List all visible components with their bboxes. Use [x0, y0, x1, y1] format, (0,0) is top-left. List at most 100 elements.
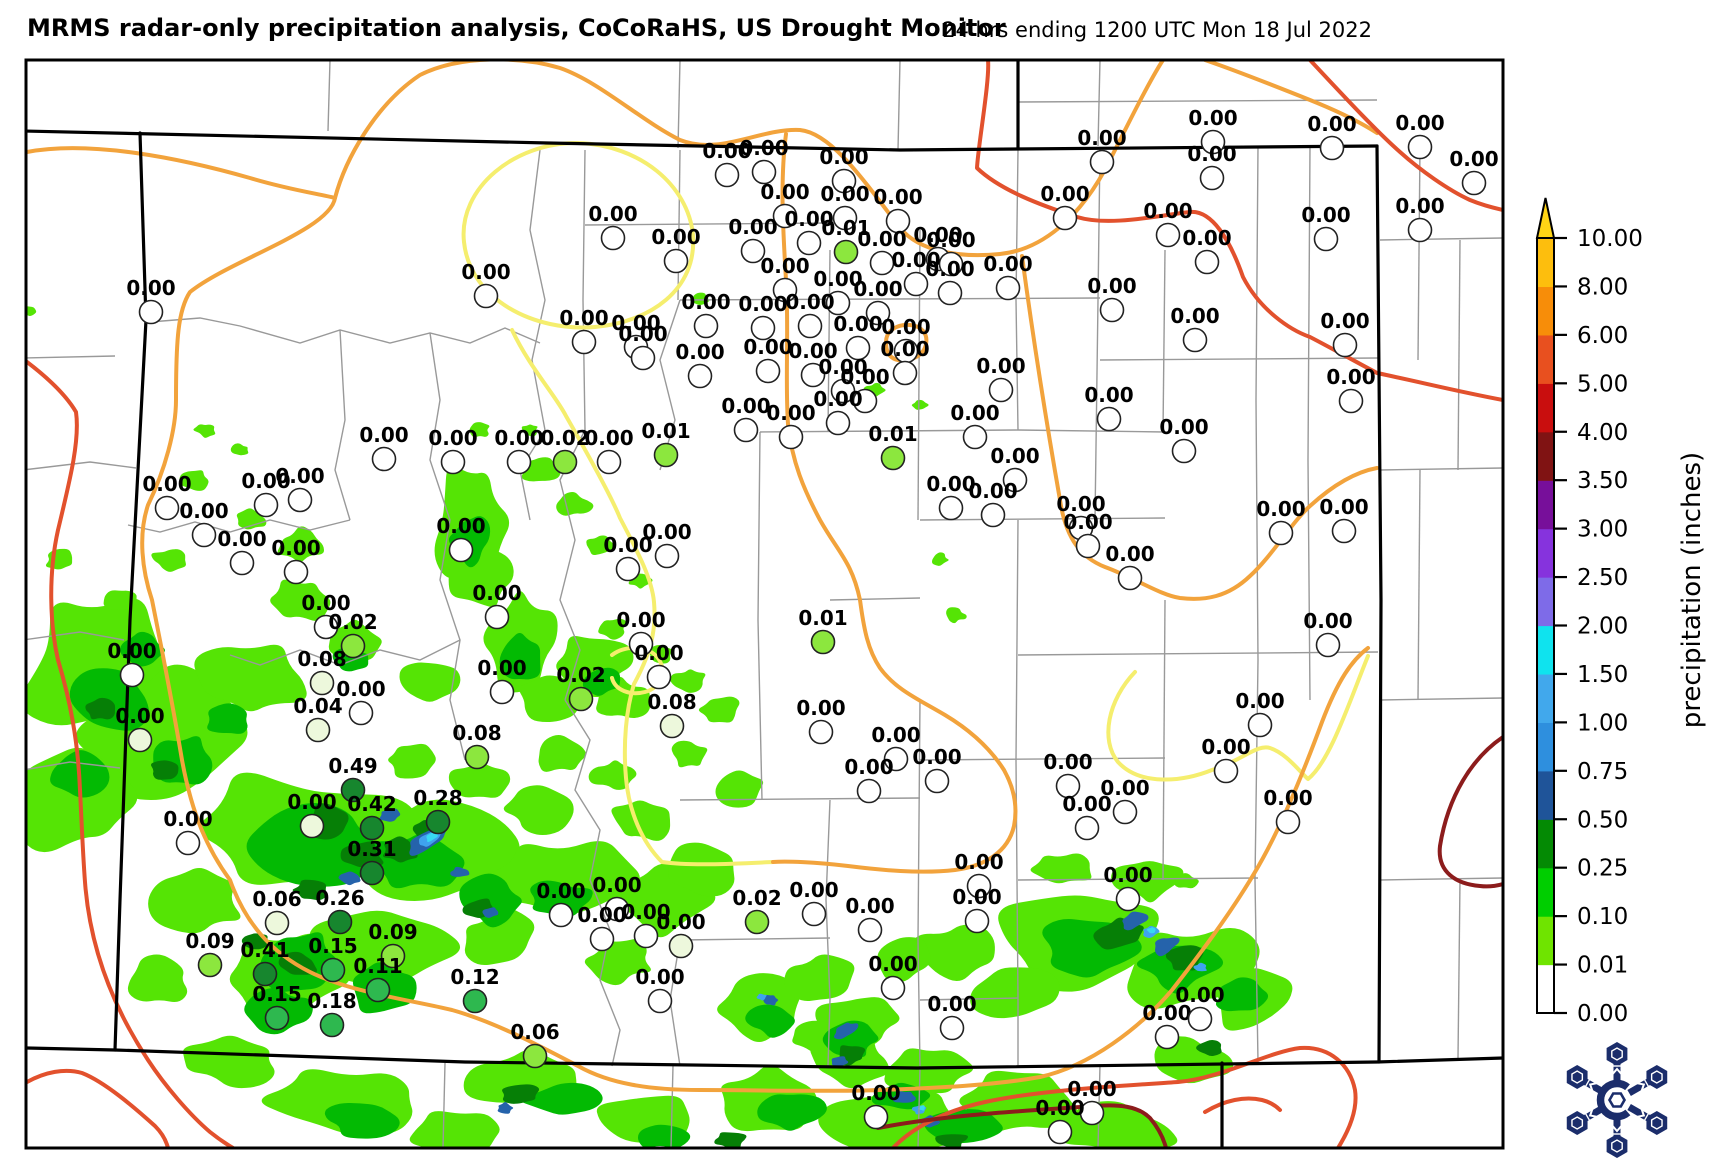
station-value-label: 0.12: [450, 965, 499, 989]
station-value-label: 0.00: [616, 608, 665, 632]
station-value-label: 0.18: [307, 989, 356, 1013]
station-value-label: 0.00: [880, 337, 929, 361]
station-marker: [670, 935, 693, 958]
colorbar-segment: [1537, 432, 1554, 481]
station-value-label: 0.00: [477, 656, 526, 680]
station-marker: [1315, 228, 1338, 251]
station-marker: [450, 539, 473, 562]
colorbar-tick-label: 8.00: [1577, 274, 1628, 300]
station-marker: [524, 1045, 547, 1068]
station-value-label: 0.00: [494, 426, 543, 450]
colorbar-segment: [1537, 722, 1554, 771]
station-marker: [193, 524, 216, 547]
colorbar-tick-label: 4.00: [1577, 420, 1628, 446]
station-value-label: 0.00: [1084, 383, 1133, 407]
station-marker: [1184, 329, 1207, 352]
colorbar-segment: [1537, 286, 1554, 335]
station-marker: [427, 811, 450, 834]
station-marker: [1409, 219, 1432, 242]
station-marker: [301, 815, 324, 838]
station-value-label: 0.06: [252, 887, 301, 911]
station-value-label: 0.00: [952, 885, 1001, 909]
station-value-label: 0.00: [1105, 542, 1154, 566]
station-marker: [865, 1106, 888, 1129]
station-value-label: 0.02: [328, 610, 377, 634]
station-marker: [656, 545, 679, 568]
page-title: MRMS radar-only precipitation analysis, …: [27, 14, 1006, 42]
station-value-label: 0.00: [912, 745, 961, 769]
station-marker: [129, 729, 152, 752]
station-marker: [321, 1014, 344, 1037]
station-marker: [905, 273, 928, 296]
station-marker: [632, 347, 655, 370]
station-value-label: 0.00: [107, 639, 156, 663]
station-value-label: 0.00: [1043, 750, 1092, 774]
station-value-label: 0.00: [868, 952, 917, 976]
station-value-label: 0.15: [252, 982, 301, 1006]
station-value-label: 0.00: [142, 472, 191, 496]
station-value-label: 0.42: [347, 792, 396, 816]
station-value-label: 0.00: [844, 755, 893, 779]
station-value-label: 0.00: [760, 254, 809, 278]
station-marker: [1409, 136, 1432, 159]
station-marker: [570, 688, 593, 711]
station-value-label: 0.00: [536, 879, 585, 903]
station-marker: [464, 990, 487, 1013]
colorbar-tick-label: 3.00: [1577, 517, 1628, 543]
map-figure: 0.00 0.00 0.00 0.00 0.00 0.00 0.00 0.00 0.00 0.00…: [0, 0, 1719, 1174]
station-marker: [1215, 760, 1238, 783]
station-value-label: 0.01: [798, 606, 847, 630]
station-marker: [466, 746, 489, 769]
station-marker: [940, 497, 963, 520]
station-value-label: 0.04: [293, 694, 342, 718]
station-value-label: 0.00: [739, 136, 788, 160]
weather-map-page: MRMS radar-only precipitation analysis, …: [0, 0, 1719, 1174]
station-marker: [266, 1007, 289, 1030]
station-value-label: 0.00: [1062, 792, 1111, 816]
station-value-label: 0.00: [840, 365, 889, 389]
station-value-label: 0.00: [634, 641, 683, 665]
station-value-label: 0.00: [1170, 304, 1219, 328]
station-value-label: 0.00: [976, 354, 1025, 378]
colorbar-tick-label: 2.00: [1577, 614, 1628, 640]
station-marker: [367, 979, 390, 1002]
station-marker: [1321, 137, 1344, 160]
station-marker: [1157, 224, 1180, 247]
station-marker: [591, 928, 614, 951]
station-value-label: 0.31: [347, 837, 396, 861]
station-marker: [1249, 714, 1272, 737]
colorbar-segment: [1537, 771, 1554, 820]
station-marker: [554, 451, 577, 474]
station-value-label: 0.00: [275, 464, 324, 488]
radar-blob: [207, 703, 247, 734]
colorbar-segment: [1537, 383, 1554, 432]
station-value-label: 0.00: [592, 873, 641, 897]
station-marker: [780, 426, 803, 449]
station-value-label: 0.00: [728, 215, 777, 239]
station-marker: [1277, 811, 1300, 834]
station-marker: [871, 252, 894, 275]
station-marker: [121, 664, 144, 687]
colorbar-tick-label: 0.75: [1577, 759, 1628, 785]
station-marker: [858, 780, 881, 803]
station-value-label: 0.00: [336, 677, 385, 701]
station-marker: [1156, 1026, 1179, 1049]
station-value-label: 0.00: [813, 387, 862, 411]
station-marker: [1049, 1121, 1072, 1144]
colorbar-segment: [1537, 577, 1554, 626]
station-value-label: 0.00: [271, 536, 320, 560]
colorbar-segment: [1537, 819, 1554, 868]
station-marker: [882, 977, 905, 1000]
station-value-label: 0.00: [359, 423, 408, 447]
station-value-label: 0.00: [1319, 495, 1368, 519]
station-value-label: 0.00: [760, 180, 809, 204]
station-value-label: 0.00: [785, 290, 834, 314]
station-marker: [746, 911, 769, 934]
station-value-label: 0.00: [851, 1081, 900, 1105]
station-marker: [882, 447, 905, 470]
station-marker: [982, 504, 1005, 527]
station-marker: [810, 721, 833, 744]
colorbar: 0.000.010.100.250.500.751.001.502.002.50…: [1537, 198, 1643, 1027]
station-marker: [1098, 408, 1121, 431]
station-marker: [964, 426, 987, 449]
